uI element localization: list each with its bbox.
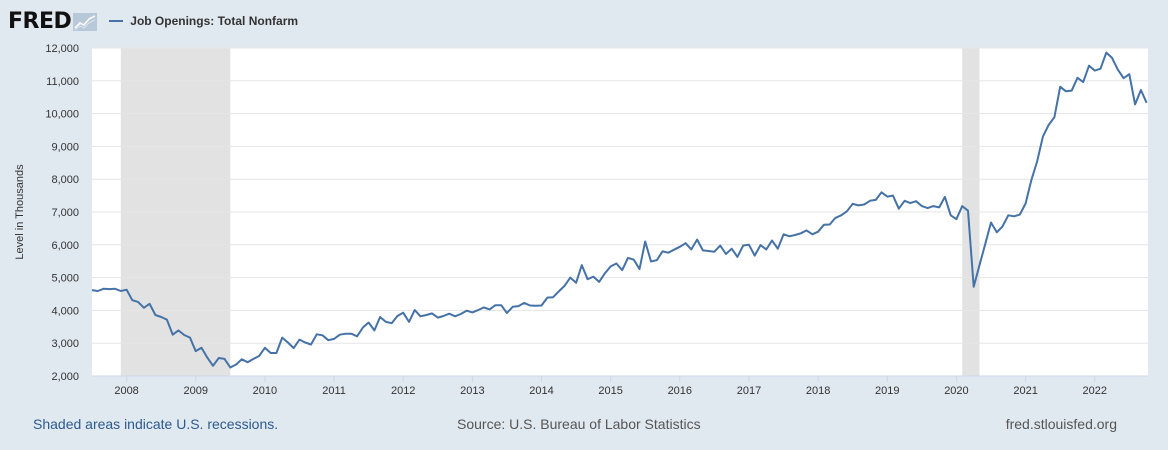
- x-tick-label: 2014: [529, 385, 553, 397]
- x-tick-label: 2015: [598, 385, 622, 397]
- source-text: Source: U.S. Bureau of Labor Statistics: [457, 416, 701, 432]
- x-tick-label: 2011: [322, 385, 346, 397]
- y-tick-label: 9,000: [51, 141, 79, 153]
- y-tick-label: 7,000: [51, 207, 79, 219]
- fred-logo[interactable]: FRED: [8, 8, 72, 34]
- x-tick-label: 2017: [737, 385, 761, 397]
- site-link[interactable]: fred.stlouisfed.org: [1005, 416, 1117, 432]
- y-tick-label: 5,000: [51, 273, 79, 285]
- x-tick-label: 2013: [460, 385, 484, 397]
- y-tick-label: 8,000: [51, 174, 79, 186]
- x-tick-label: 2020: [944, 385, 968, 397]
- y-tick-label: 4,000: [51, 305, 79, 317]
- legend-series-label[interactable]: Job Openings: Total Nonfarm: [130, 14, 299, 28]
- x-tick-label: 2018: [806, 385, 830, 397]
- y-tick-label: 10,000: [45, 109, 79, 121]
- series-line: [91, 51, 1148, 369]
- x-tick-label: 2022: [1083, 385, 1107, 397]
- x-tick-label: 2021: [1013, 385, 1037, 397]
- x-axis-ticks: 2008 2009 2010 2011 2012 2013 2014 2015 2016 2017…: [92, 375, 1148, 397]
- x-tick-label: 2008: [114, 385, 138, 397]
- chart-header: FRED Job Openings: Total Nonfarm: [8, 6, 298, 36]
- legend: Job Openings: Total Nonfarm: [109, 14, 298, 28]
- y-axis-ticks: 2,000 3,000 4,000 5,000 6,000 7,000 8,000 9,000…: [45, 43, 79, 383]
- y-tick-label: 12,000: [45, 43, 79, 55]
- x-tick-label: 2019: [875, 385, 899, 397]
- x-tick-label: 2012: [391, 385, 415, 397]
- y-tick-label: 6,000: [51, 240, 79, 252]
- recession-note-link[interactable]: Shaded areas indicate U.S. recessions.: [33, 416, 279, 432]
- fred-chart-icon: [73, 13, 98, 31]
- y-axis-label: Level in Thousands: [14, 164, 26, 260]
- gridlines: [92, 47, 1148, 377]
- y-tick-label: 11,000: [46, 76, 79, 88]
- x-tick-label: 2010: [253, 385, 277, 397]
- x-tick-label: 2009: [183, 385, 207, 397]
- y-tick-label: 3,000: [51, 338, 79, 350]
- legend-swatch: [109, 20, 124, 22]
- x-tick-label: 2016: [668, 385, 692, 397]
- y-tick-label: 2,000: [51, 371, 79, 383]
